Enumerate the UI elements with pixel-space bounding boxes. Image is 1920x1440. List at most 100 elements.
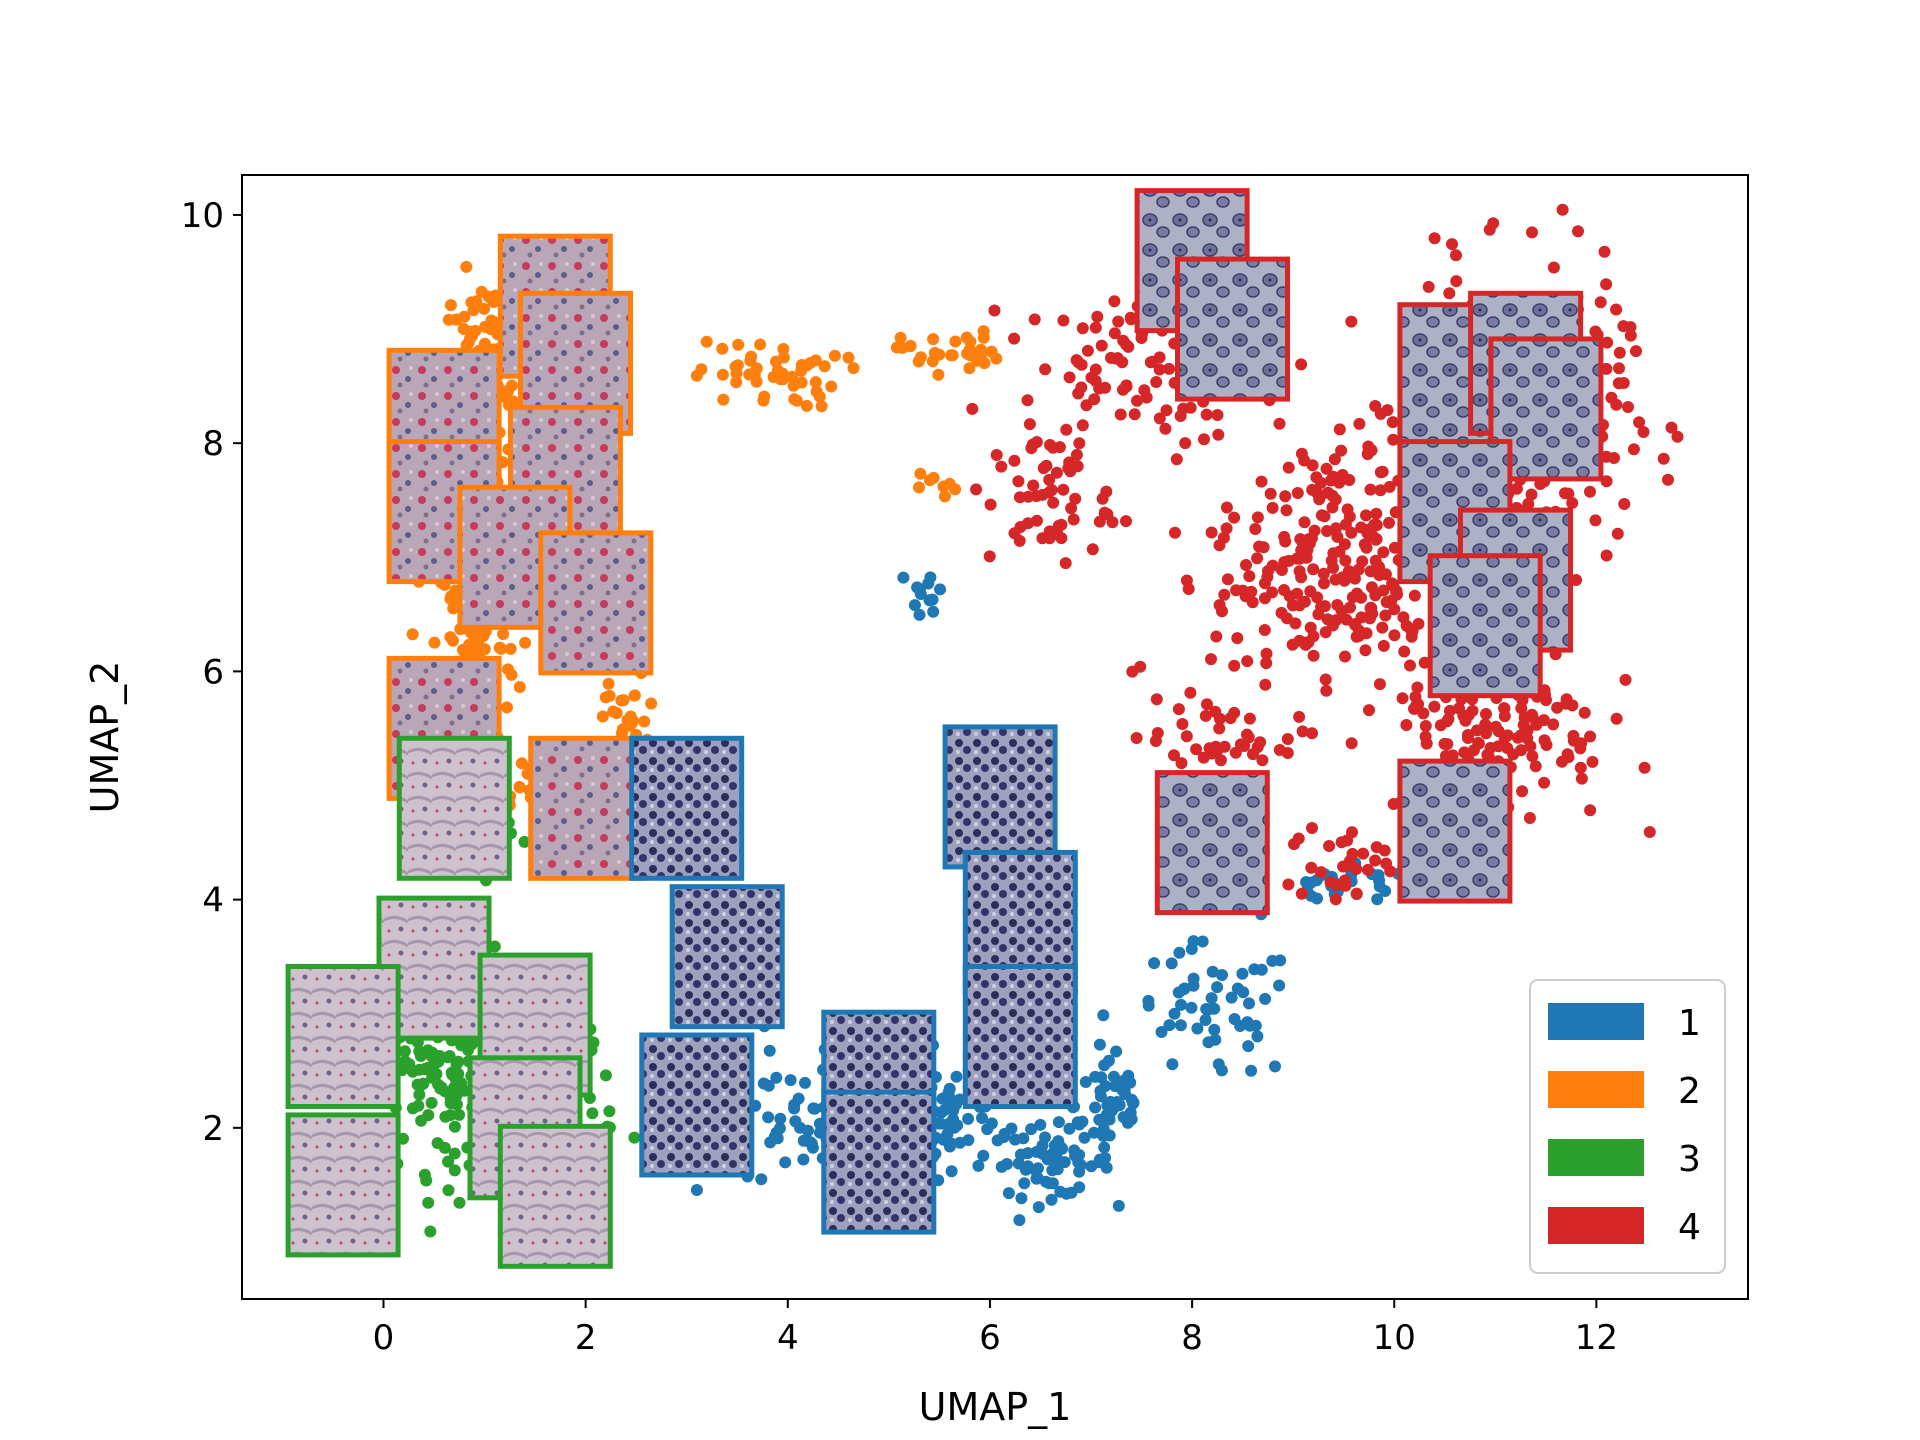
point-series-1 (1039, 1175, 1052, 1188)
point-series-4 (1361, 863, 1374, 876)
point-series-1 (1052, 1135, 1065, 1148)
point-series-1 (1243, 997, 1255, 1010)
point-series-4 (1361, 527, 1374, 540)
point-series-4 (1229, 746, 1242, 759)
point-series-4 (1351, 587, 1363, 600)
point-series-3 (422, 1196, 435, 1209)
point-series-4 (1600, 278, 1613, 291)
point-series-4 (1072, 387, 1085, 400)
point-series-4 (983, 550, 996, 563)
point-series-4 (1028, 313, 1041, 326)
point-series-2 (961, 347, 974, 360)
point-series-2 (927, 333, 940, 346)
point-series-4 (1264, 487, 1277, 500)
point-series-1 (762, 1111, 775, 1124)
point-series-4 (1279, 535, 1292, 548)
point-series-4 (1417, 707, 1430, 720)
point-series-4 (1515, 744, 1528, 757)
point-series-4 (1578, 706, 1591, 719)
plot-frame (241, 174, 1749, 1300)
point-series-4 (1221, 573, 1234, 586)
point-series-4 (966, 402, 979, 415)
point-series-1 (1052, 1116, 1065, 1129)
point-series-4 (1657, 452, 1670, 465)
point-series-2 (937, 480, 950, 493)
point-series-3 (448, 1164, 461, 1177)
point-series-4 (1321, 613, 1334, 626)
point-series-4 (1108, 295, 1121, 308)
point-series-4 (1350, 863, 1363, 875)
point-series-1 (926, 593, 939, 606)
point-series-2 (501, 701, 513, 714)
point-series-2 (847, 362, 860, 375)
point-series-4 (1315, 509, 1328, 522)
point-series-4 (1600, 549, 1613, 562)
point-series-2 (444, 631, 457, 644)
point-series-3 (418, 1168, 431, 1181)
point-series-4 (1364, 565, 1377, 578)
point-series-4 (1462, 729, 1474, 741)
point-series-2 (628, 689, 641, 702)
point-series-1 (1255, 963, 1268, 976)
point-series-4 (1023, 418, 1036, 431)
point-series-4 (1345, 315, 1358, 328)
point-series-1 (1231, 982, 1244, 995)
point-series-1 (1005, 1122, 1018, 1135)
point-series-4 (1412, 617, 1425, 630)
point-series-2 (466, 329, 479, 342)
point-series-1 (1305, 876, 1318, 889)
point-series-4 (1327, 547, 1340, 560)
point-series-1 (945, 1137, 958, 1150)
point-series-4 (1346, 847, 1359, 860)
point-series-1 (1373, 880, 1386, 893)
point-series-4 (1319, 673, 1332, 686)
point-series-3 (442, 1155, 455, 1168)
point-series-4 (1627, 443, 1640, 456)
point-series-4 (1059, 557, 1072, 570)
point-series-4 (1022, 517, 1034, 530)
point-series-1 (972, 1159, 985, 1172)
point-series-4 (1404, 659, 1416, 672)
point-series-4 (1575, 737, 1588, 750)
point-series-4 (1446, 749, 1459, 762)
point-series-2 (700, 335, 713, 348)
point-series-4 (1213, 722, 1226, 735)
point-series-4 (1138, 384, 1151, 397)
point-series-4 (1388, 629, 1401, 642)
point-series-3 (586, 1107, 599, 1120)
point-series-4 (1333, 476, 1346, 489)
legend-swatch-3 (1548, 1139, 1644, 1176)
point-series-4 (1280, 612, 1293, 625)
point-series-4 (1360, 509, 1372, 522)
point-series-1 (1259, 992, 1272, 1005)
point-series-4 (1279, 490, 1292, 503)
point-series-4 (1125, 313, 1137, 326)
point-series-2 (963, 362, 976, 375)
point-series-1 (784, 1074, 797, 1087)
image-patch-cluster-2 (528, 735, 644, 881)
legend-frame (1529, 979, 1726, 1274)
point-series-4 (1128, 408, 1141, 421)
point-series-4 (1130, 732, 1143, 744)
point-series-4 (1331, 599, 1344, 611)
point-series-4 (1153, 412, 1166, 425)
point-series-4 (1665, 421, 1678, 434)
point-series-1 (804, 1136, 817, 1149)
point-series-4 (1047, 441, 1060, 454)
image-patch-cluster-1 (962, 964, 1078, 1109)
point-series-1 (1185, 1001, 1198, 1014)
point-series-4 (1608, 452, 1620, 464)
point-series-2 (809, 354, 822, 367)
point-series-4 (1574, 761, 1587, 774)
point-series-4 (1453, 702, 1465, 715)
point-series-4 (1070, 448, 1083, 461)
point-series-3 (424, 1225, 437, 1238)
point-series-1 (1266, 954, 1279, 967)
point-series-4 (1275, 564, 1288, 576)
point-series-1 (1175, 998, 1187, 1011)
image-patch-cluster-3 (497, 1123, 613, 1269)
point-series-4 (1560, 697, 1573, 710)
point-series-4 (1243, 712, 1256, 725)
y-tick-label: 10 (181, 196, 224, 236)
point-series-4 (1228, 706, 1241, 719)
